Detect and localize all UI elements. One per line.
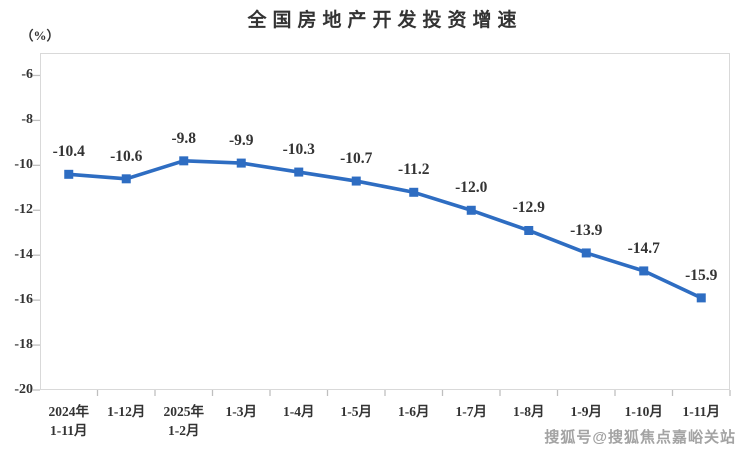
data-point-marker	[121, 174, 131, 184]
watermark: 搜狐号@搜狐焦点嘉峪关站	[544, 429, 736, 446]
x-category-label: 1-12月	[107, 404, 146, 419]
x-category-label: 1-6月	[398, 404, 430, 419]
y-tick-label: -6	[21, 67, 33, 83]
data-label: -10.4	[52, 143, 85, 161]
x-category-label: 2025年 1-2月	[163, 404, 205, 438]
data-point-marker	[179, 156, 189, 166]
y-tick-label: -8	[21, 112, 33, 128]
data-point-marker	[466, 205, 476, 215]
data-label: -11.2	[398, 161, 430, 179]
data-label: -15.9	[685, 266, 718, 284]
plot-area	[40, 53, 730, 390]
data-label: -12.0	[455, 179, 488, 197]
data-label: -10.6	[110, 147, 143, 165]
series-line	[66, 159, 704, 300]
y-tick-label: -20	[14, 382, 33, 397]
x-category-label: 1-3月	[225, 404, 258, 419]
y-tick-label: -14	[14, 247, 33, 263]
y-tick-label: -18	[14, 337, 33, 353]
x-category-label: 1-11月	[682, 404, 720, 419]
data-point-marker	[64, 169, 74, 179]
data-label: -14.7	[627, 239, 660, 257]
data-label: -13.9	[570, 221, 603, 239]
data-label: -10.3	[282, 141, 315, 159]
data-point-marker	[639, 266, 649, 276]
x-category-label: 1-9月	[570, 404, 603, 419]
data-label: -9.9	[228, 132, 254, 150]
data-point-marker	[581, 248, 591, 258]
x-category-label: 1-5月	[340, 404, 373, 419]
data-label: -12.9	[512, 199, 545, 217]
data-point-marker	[409, 187, 419, 197]
y-axis-unit-label: （%）	[20, 28, 60, 43]
data-label: -9.8	[171, 129, 197, 147]
x-category-label: 1-7月	[455, 404, 488, 419]
data-point-marker	[294, 167, 304, 177]
x-category-label: 1-4月	[283, 404, 315, 419]
y-tick-label: -12	[14, 202, 33, 218]
chart-title: 全国房地产开发投资增速	[247, 10, 523, 31]
data-point-marker	[524, 225, 534, 235]
data-point-marker	[351, 176, 361, 186]
y-tick-label: -16	[14, 292, 33, 308]
x-category-label: 2024年 1-11月	[48, 404, 90, 438]
data-label: -10.7	[340, 150, 373, 168]
x-category-label: 1-8月	[513, 404, 545, 419]
y-tick-label: -10	[14, 157, 33, 173]
data-point-marker	[236, 158, 246, 168]
x-category-label: 1-10月	[624, 404, 663, 419]
data-point-marker	[696, 293, 706, 303]
